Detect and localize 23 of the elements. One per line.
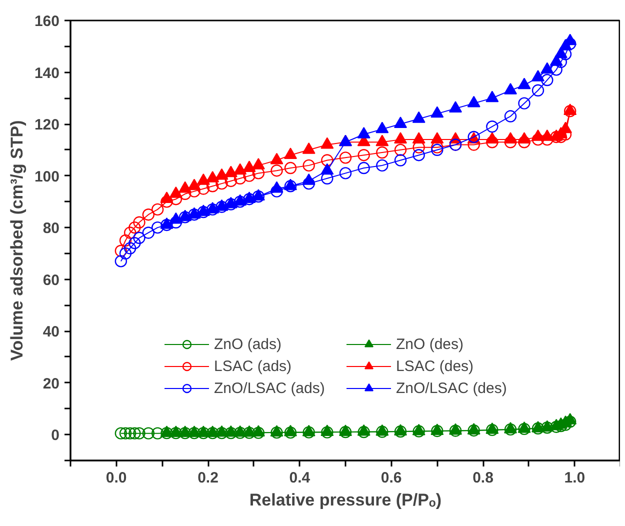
y-tick-label: 100: [34, 168, 60, 186]
x-axis-title: Relative pressure (P/Pₒ): [249, 490, 442, 510]
x-tick-label: 1.0: [564, 470, 586, 486]
legend-label: ZnO (des): [396, 336, 465, 352]
x-tick-label: 0.2: [198, 470, 218, 486]
y-tick-label: 60: [42, 272, 60, 289]
y-tick-label: 0: [51, 427, 60, 444]
legend-label: LSAC (ads): [214, 358, 293, 374]
x-tick-label: 0.0: [106, 470, 127, 486]
y-tick-label: 20: [42, 375, 60, 392]
legend-label: ZnO (ads): [214, 336, 283, 352]
x-tick-label: 0.6: [380, 470, 402, 486]
x-tick-label: 0.8: [472, 470, 494, 486]
y-axis-title: Volume adsorbed (cm³/g STP): [7, 120, 26, 361]
y-tick-label: 160: [34, 13, 60, 30]
x-tick-label: 0.4: [289, 470, 311, 486]
y-tick-label: 40: [42, 324, 60, 341]
legend-label: LSAC (des): [396, 358, 475, 374]
legend-label: ZnO/LSAC (des): [396, 380, 508, 396]
y-tick-label: 140: [34, 64, 60, 82]
y-tick-label: 120: [34, 116, 60, 134]
y-tick-label: 80: [42, 220, 60, 238]
legend-label: ZnO/LSAC (ads): [214, 380, 326, 396]
